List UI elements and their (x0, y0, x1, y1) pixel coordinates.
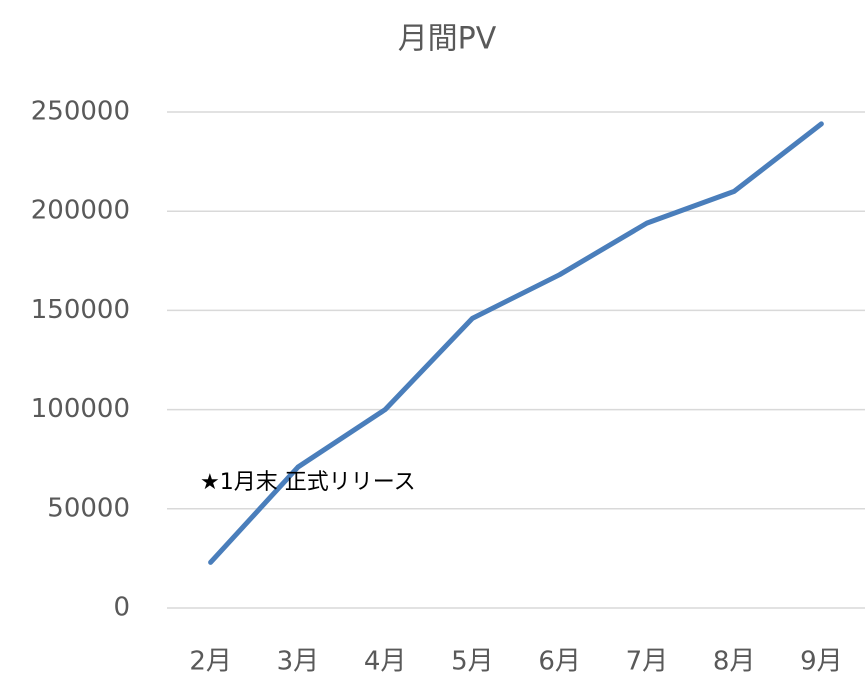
y-tick-label: 150000 (31, 295, 130, 325)
line-series (208, 121, 824, 565)
chart-title: 月間PV (398, 22, 497, 57)
x-tick-label: 4月 (364, 647, 407, 677)
x-tick-label: 6月 (538, 647, 581, 677)
y-tick-label: 200000 (31, 196, 130, 226)
x-tick-label: 3月 (277, 647, 320, 677)
x-tick-label: 8月 (713, 647, 756, 677)
x-tick-label: 2月 (189, 647, 232, 677)
y-tick-label: 100000 (31, 394, 130, 424)
x-tick-label: 5月 (451, 647, 494, 677)
y-tick-label: 250000 (31, 97, 130, 127)
annotation: ★1月末 正式リリース (200, 470, 416, 495)
y-tick-label: 0 (113, 593, 130, 623)
y-tick-label: 50000 (47, 493, 130, 523)
x-tick-label: 7月 (626, 647, 669, 677)
x-tick-label: 9月 (800, 647, 843, 677)
